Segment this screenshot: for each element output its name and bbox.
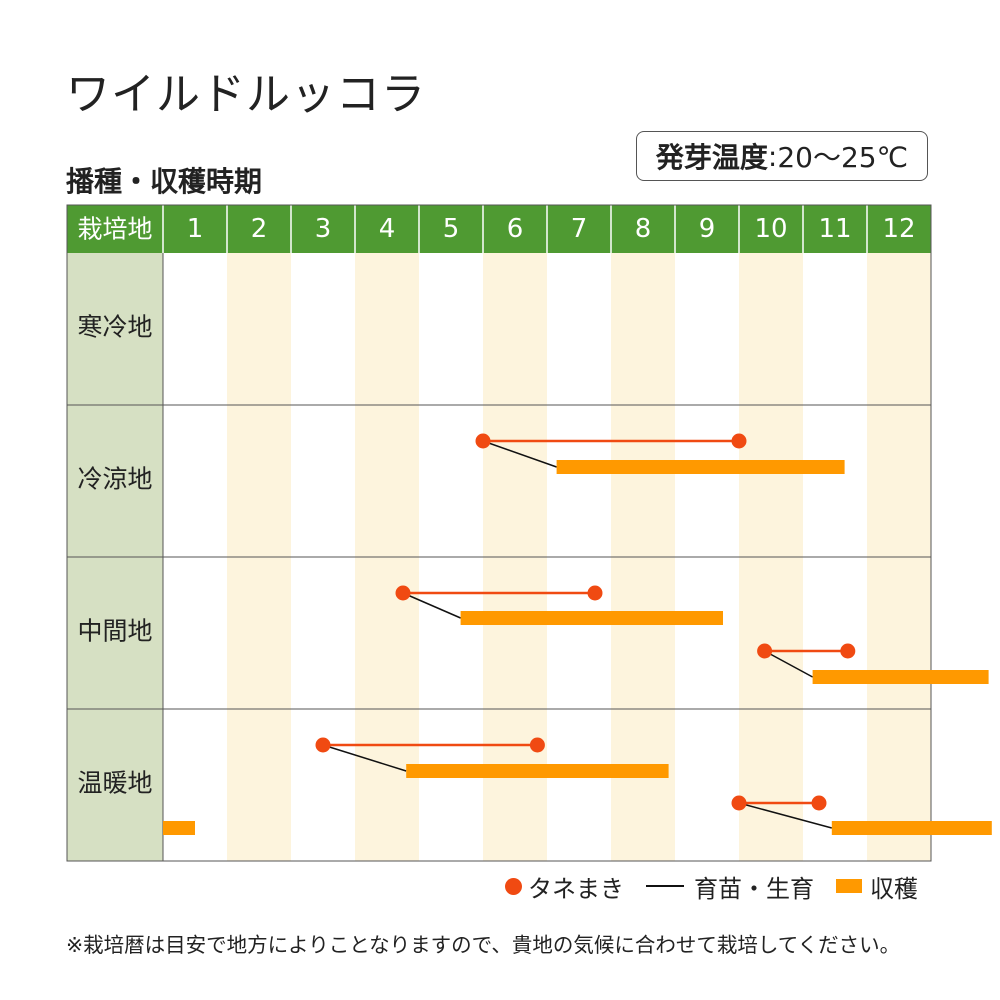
harvest-bar <box>163 821 195 835</box>
header-label: 栽培地 <box>77 215 152 244</box>
harvest-bar-icon <box>836 879 862 893</box>
row-label-bg <box>67 253 163 405</box>
sow-dot <box>757 643 773 659</box>
sow-dot <box>315 737 331 753</box>
sow-dot <box>731 795 747 811</box>
legend-sow: タネまき <box>505 869 624 904</box>
row-label: 中間地 <box>77 617 152 646</box>
legend: タネまき 育苗・生育 収穫 <box>505 868 945 904</box>
temperature-label: 発芽温度 <box>655 141 768 174</box>
month-tick-label: 2 <box>251 214 268 244</box>
month-tick-label: 3 <box>315 214 332 244</box>
temperature-value: 20〜25℃ <box>777 141 909 174</box>
sow-dot <box>731 433 747 449</box>
page-title: ワイルドルッコラ <box>66 69 426 120</box>
harvest-bar <box>831 821 992 835</box>
row-label: 冷涼地 <box>77 465 152 494</box>
grow-line <box>322 744 407 772</box>
legend-harvest-label: 収穫 <box>870 874 918 903</box>
harvest-bar <box>556 460 845 474</box>
row-label: 寒冷地 <box>77 313 152 342</box>
chart-subtitle: 播種・収穫時期 <box>66 165 263 198</box>
legend-harvest: 収穫 <box>836 869 918 904</box>
germination-temperature-box: 発芽温度:20〜25℃ <box>636 131 928 181</box>
month-tick-label: 8 <box>635 214 652 244</box>
month-tick-label: 6 <box>507 214 524 244</box>
sow-dot <box>475 433 491 449</box>
harvest-bar <box>460 611 723 625</box>
sow-dot-icon <box>505 877 522 895</box>
month-tick-label: 10 <box>754 214 787 244</box>
grow-line <box>402 592 461 619</box>
grow-line-icon <box>646 885 684 887</box>
sow-dot <box>395 585 411 601</box>
grow-line <box>764 650 813 678</box>
sow-dot <box>529 737 545 753</box>
grow-line <box>738 802 832 829</box>
harvest-bar <box>812 670 989 684</box>
row-label-bg <box>67 557 163 709</box>
row-label: 温暖地 <box>77 769 152 798</box>
footnote: ※栽培暦は目安で地方によりことなりますので、貴地の気候に合わせて栽培してください… <box>66 933 901 957</box>
legend-grow: 育苗・生育 <box>646 869 814 904</box>
header-band <box>67 205 931 253</box>
legend-grow-label: 育苗・生育 <box>694 874 814 903</box>
sow-dot <box>840 643 856 659</box>
month-tick-label: 12 <box>882 214 915 244</box>
month-tick-label: 1 <box>187 214 204 244</box>
temperature-colon: : <box>767 139 778 173</box>
row-label-bg <box>67 405 163 557</box>
harvest-bar <box>406 764 669 778</box>
legend-sow-label: タネまき <box>528 874 624 903</box>
row-label-bg <box>67 709 163 861</box>
month-tick-label: 11 <box>818 214 851 244</box>
month-tick-label: 5 <box>443 214 460 244</box>
sow-dot <box>811 795 827 811</box>
sow-dot <box>587 585 603 601</box>
month-tick-label: 7 <box>571 214 588 244</box>
month-tick-label: 9 <box>699 214 716 244</box>
chart-border <box>66 204 932 862</box>
grow-line <box>482 440 557 468</box>
month-tick-label: 4 <box>379 214 396 244</box>
